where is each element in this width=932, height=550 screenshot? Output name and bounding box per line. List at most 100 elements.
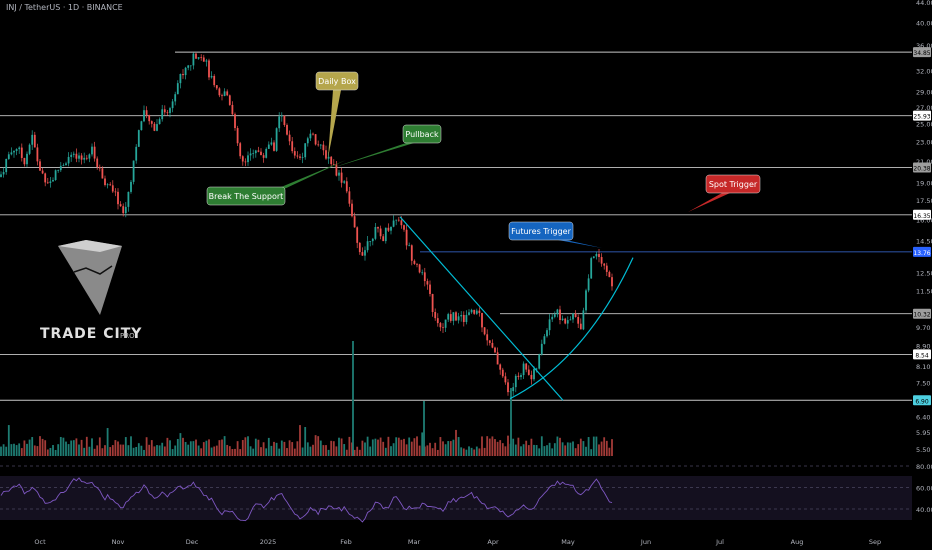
- candle-body: [434, 312, 437, 319]
- volume-bar: [330, 440, 333, 456]
- candle-body: [595, 253, 598, 257]
- downtrend-line: [399, 216, 564, 401]
- price-tick-label: 36.00: [916, 42, 932, 50]
- volume-bar: [410, 441, 413, 456]
- candle-body: [338, 172, 340, 176]
- candle-body: [494, 347, 496, 353]
- annotation-pointer: [558, 240, 602, 248]
- candle-body: [598, 253, 600, 258]
- candle-body: [23, 157, 26, 165]
- volume-bar: [137, 443, 140, 456]
- candle-body: [93, 146, 96, 159]
- candle-body: [202, 57, 205, 62]
- volume-bar: [429, 442, 431, 456]
- candle-body: [410, 245, 413, 261]
- volume-bar: [608, 447, 611, 456]
- candle-body: [57, 170, 60, 171]
- volume-bar: [455, 429, 457, 456]
- price-tick-label: 27.00: [916, 104, 932, 112]
- volume-bar: [20, 448, 23, 456]
- annotation-callout: Daily Box: [315, 71, 359, 158]
- volume-bar: [218, 440, 221, 456]
- candle-body: [239, 143, 242, 157]
- volume-bar: [260, 447, 262, 456]
- candle-body: [559, 309, 561, 321]
- price-tick-label: 11.50: [916, 287, 932, 295]
- volume-bar: [517, 437, 520, 456]
- candle-body: [161, 109, 164, 120]
- volume-bar: [234, 448, 236, 456]
- month-label: Apr: [487, 538, 499, 546]
- volume-bar: [603, 437, 606, 456]
- candle-body: [52, 179, 54, 182]
- volume-bar: [574, 448, 577, 456]
- volume-bar: [431, 448, 434, 456]
- candle-body: [455, 312, 457, 321]
- volume-bar: [135, 446, 138, 456]
- volume-bar: [267, 437, 270, 456]
- volume-bar: [470, 447, 473, 456]
- candle-body: [174, 94, 177, 102]
- candle-body: [306, 138, 309, 144]
- candle-body: [358, 242, 361, 253]
- volume-bar: [117, 441, 119, 456]
- annotation-label: Spot Trigger: [709, 180, 758, 189]
- candle-body: [512, 387, 515, 392]
- annotation-pointer: [688, 193, 730, 212]
- candle-body: [390, 226, 392, 231]
- volume-bar: [598, 444, 600, 456]
- candle-body: [327, 156, 330, 159]
- candle-body: [423, 272, 426, 282]
- candle-body: [543, 336, 546, 344]
- volume-bar: [2, 444, 5, 456]
- volume-bar: [611, 439, 613, 456]
- candle-body: [296, 155, 299, 157]
- volume-bar: [96, 445, 99, 456]
- candle-body: [41, 170, 44, 174]
- level-badge: [913, 308, 931, 319]
- volume-bar: [7, 425, 10, 456]
- candle-body: [299, 156, 301, 158]
- candle-body: [314, 134, 317, 145]
- volume-bar: [254, 438, 257, 456]
- candle-body: [353, 216, 356, 228]
- candle-body: [226, 91, 229, 96]
- volume-bar: [369, 446, 372, 456]
- candle-body: [156, 124, 158, 131]
- price-tick-label: 17.50: [916, 197, 932, 205]
- volume-bar: [460, 447, 463, 456]
- candle-body: [605, 265, 608, 272]
- candle-body: [540, 343, 543, 355]
- volume-bar: [143, 449, 145, 456]
- volume-bar: [525, 440, 528, 456]
- volume-bar: [504, 446, 507, 456]
- candle-body: [431, 293, 434, 313]
- candle-body: [98, 167, 101, 169]
- candle-body: [400, 220, 403, 226]
- annotation-label: Pullback: [405, 130, 439, 139]
- candle-body: [382, 236, 385, 242]
- volume-bar: [595, 436, 598, 456]
- candle-body: [132, 160, 135, 182]
- volume-bar: [343, 444, 346, 456]
- volume-bar: [475, 446, 478, 456]
- level-badge-label: 8.54: [915, 352, 929, 359]
- volume-bar: [377, 439, 379, 456]
- candle-body: [608, 271, 611, 278]
- candle-body: [65, 163, 67, 166]
- volume-bar: [70, 440, 73, 456]
- volume-bar: [452, 439, 455, 456]
- volume-bar: [364, 442, 366, 456]
- candle-body: [0, 174, 2, 177]
- volume-bar: [426, 445, 429, 456]
- candle-body: [317, 144, 320, 146]
- volume-bar: [65, 441, 67, 456]
- candle-body: [54, 170, 57, 180]
- volume-bar: [223, 436, 226, 456]
- volume-bar: [535, 445, 538, 456]
- volume-bar: [249, 446, 252, 456]
- volume-bar: [304, 427, 307, 456]
- candle-body: [236, 128, 239, 144]
- volume-bar: [325, 445, 327, 456]
- candle-body: [257, 150, 260, 152]
